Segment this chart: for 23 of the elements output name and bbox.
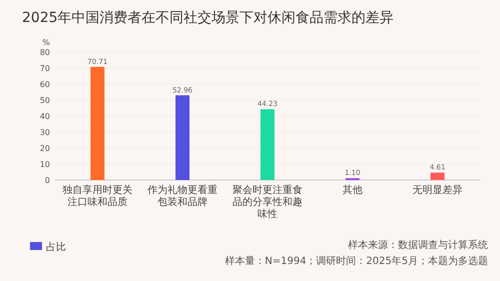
text: 样本来源：数据调查与计算系统 [348, 239, 488, 251]
y-tick-label: 60 [40, 80, 50, 89]
bar [176, 95, 190, 180]
y-tick-label: 0 [44, 176, 50, 185]
y-tick-label: 80 [40, 48, 50, 57]
legend-label: 占比 [46, 241, 66, 253]
y-tick-label: 70 [40, 64, 50, 73]
bar [90, 66, 104, 180]
y-tick-label: 20 [40, 144, 50, 153]
x-tick-label: 独自享用时更关注口味和品质 [62, 184, 132, 208]
text: 样本量：N=1994；调研时间：2025年5月；本题为多选题 [224, 255, 488, 267]
x-tick-label: 作为礼物更看重包装和品牌 [146, 184, 218, 208]
x-tick-label: 其他 [342, 184, 362, 196]
y-tick-label: 50 [40, 96, 50, 105]
x-tick-label: 无明显差异 [412, 184, 462, 196]
y-axis-title: % [42, 38, 50, 47]
bar [430, 172, 444, 180]
y-tick-label: 30 [40, 128, 50, 137]
y-tick-label: 40 [40, 112, 50, 121]
chart-title: 2025年中国消费者在不同社交场景下对休闲食品需求的差异 [22, 10, 394, 26]
bar [260, 109, 274, 180]
y-tick-label: 10 [40, 160, 50, 169]
x-tick-label: 聚会时更注重食品的分享性和趣味性 [232, 184, 302, 220]
